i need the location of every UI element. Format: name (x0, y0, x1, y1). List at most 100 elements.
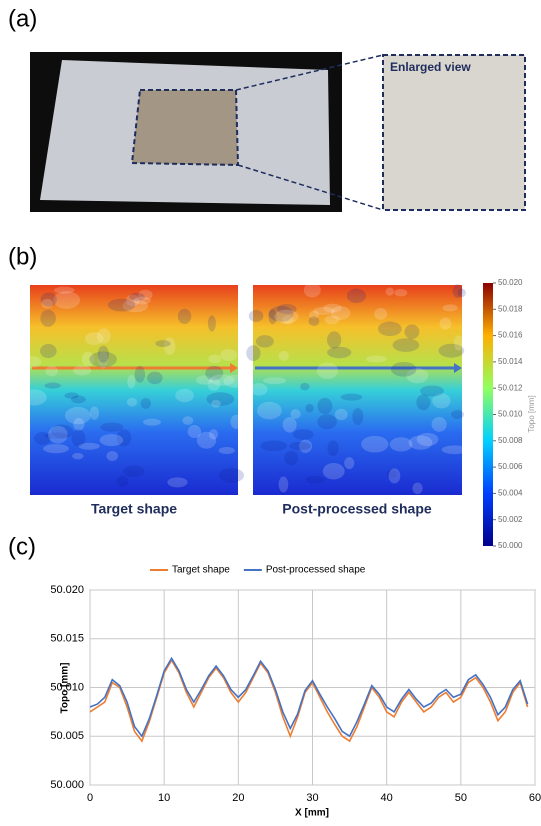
x-tick-label: 0 (87, 792, 93, 804)
texture (126, 397, 138, 407)
colorbar-tick-label: 50.016 (498, 331, 523, 340)
colorbar-tick-label: 50.002 (498, 515, 523, 524)
texture (327, 346, 352, 359)
textured-area (130, 89, 240, 167)
texture (89, 406, 100, 420)
texture (133, 296, 152, 305)
texture (268, 306, 294, 322)
x-tick-label: 60 (529, 792, 541, 804)
texture (98, 351, 108, 369)
texture (256, 401, 282, 420)
texture (116, 429, 132, 447)
arrow-head (230, 363, 238, 373)
texture (278, 476, 289, 493)
texture (282, 417, 297, 433)
texture (334, 408, 348, 421)
colorbar-tick-label: 50.004 (498, 489, 523, 498)
texture (167, 477, 188, 488)
texture (322, 462, 345, 480)
texture (143, 418, 161, 426)
texture (366, 355, 387, 363)
arrow-head (454, 363, 462, 373)
x-axis-label: X [mm] (295, 808, 329, 819)
texture (220, 349, 238, 361)
texture (340, 393, 363, 401)
texture (40, 344, 57, 359)
colorbar (483, 283, 493, 546)
texture (305, 475, 326, 484)
texture (416, 394, 431, 411)
texture (442, 304, 458, 312)
texture (289, 441, 311, 451)
panel-label: (c) (8, 533, 36, 560)
texture (388, 468, 401, 484)
x-tick-label: 50 (455, 792, 467, 804)
texture (89, 351, 117, 368)
texture (431, 416, 447, 432)
texture (313, 306, 335, 316)
y-tick-label: 50.005 (50, 730, 84, 742)
texture (432, 393, 451, 409)
texture (45, 365, 59, 377)
inset-title: Enlarged view (390, 60, 471, 74)
texture (81, 351, 95, 367)
texture (454, 335, 464, 351)
texture (323, 303, 342, 313)
texture (116, 475, 129, 487)
colorbar-tick-label: 50.020 (498, 278, 523, 287)
texture (182, 416, 194, 425)
texture (106, 450, 119, 462)
panel-label: (b) (8, 243, 37, 270)
texture (127, 374, 136, 389)
x-tick-label: 30 (306, 792, 318, 804)
texture (175, 388, 194, 403)
texture (282, 315, 294, 325)
texture (268, 309, 277, 325)
texture (21, 356, 42, 368)
colorbar-tick-label: 50.018 (498, 304, 523, 313)
zoom-line (235, 54, 384, 91)
texture (412, 482, 423, 495)
texture (389, 437, 413, 452)
colorbar-tick-label: 50.010 (498, 410, 523, 419)
texture (43, 432, 69, 439)
texture (147, 371, 163, 385)
texture (99, 434, 124, 447)
y-tick-label: 50.020 (50, 584, 84, 596)
line (89, 656, 529, 738)
texture (406, 368, 429, 384)
texture (71, 429, 86, 447)
texture (248, 309, 264, 323)
texture (390, 361, 417, 377)
heatmap (30, 285, 238, 495)
texture (404, 324, 420, 339)
texture (53, 291, 81, 309)
texture (416, 432, 439, 447)
texture (140, 398, 151, 409)
texture (246, 345, 261, 362)
texture (374, 307, 388, 320)
y-tick-label: 50.015 (50, 633, 84, 645)
texture (386, 469, 397, 479)
colorbar-tick-label: 50.008 (498, 436, 523, 445)
texture (260, 440, 287, 452)
texture (330, 306, 351, 320)
texture (64, 392, 79, 399)
colorbar-tick-label: 50.012 (498, 383, 523, 392)
texture (97, 345, 109, 363)
texture (274, 309, 299, 324)
texture (122, 465, 145, 478)
x-tick-label: 20 (232, 792, 244, 804)
texture (129, 292, 145, 302)
y-axis-label: Topo [mm] (60, 663, 71, 714)
texture (40, 309, 56, 327)
texture (309, 310, 320, 319)
legend-label: Target shape (172, 565, 230, 576)
texture (22, 389, 47, 406)
texture (452, 284, 463, 298)
texture (284, 450, 299, 466)
texture (223, 374, 249, 388)
x-tick-label: 40 (381, 792, 393, 804)
texture (40, 292, 57, 307)
